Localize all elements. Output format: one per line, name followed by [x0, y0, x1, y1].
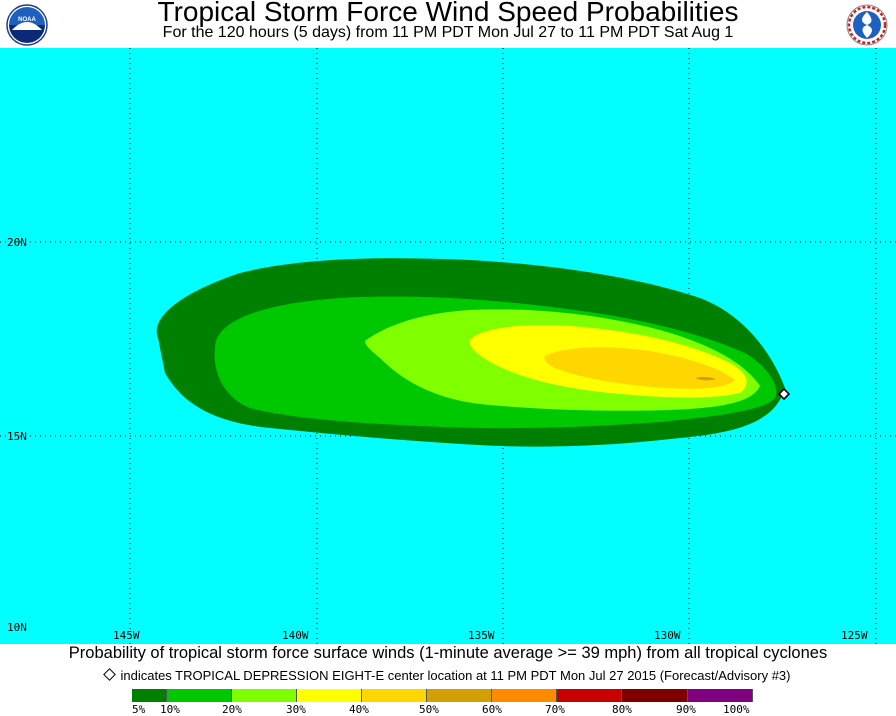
header: NOAA Tropical Storm Force Wind Speed Pro…	[0, 0, 896, 48]
legend-swatch	[622, 689, 688, 702]
legend-label: 40%	[349, 703, 369, 716]
legend-label: 80%	[612, 703, 632, 716]
legend-swatch	[297, 689, 362, 702]
legend-label: 50%	[419, 703, 439, 716]
map-canvas: 20N 15N 10N 145W 140W 135W 130W 125W	[0, 48, 896, 644]
legend-label: 5%	[132, 703, 146, 716]
storm-marker-icon	[103, 668, 117, 681]
contour-50-percent-sliver	[695, 376, 716, 381]
legend-label: 100%	[723, 703, 750, 716]
storm-note: indicates TROPICAL DEPRESSION EIGHT-E ce…	[0, 668, 896, 683]
lon-labels: 145W 140W 135W 130W 125W	[113, 629, 868, 642]
contour-40-percent	[544, 347, 735, 389]
legend-label: 60%	[482, 703, 502, 716]
lat-label-10n: 10N	[7, 621, 27, 634]
lon-label-125w: 125W	[841, 629, 868, 642]
legend-label: 30%	[286, 703, 306, 716]
map-title: Tropical Storm Force Wind Speed Probabil…	[157, 0, 739, 27]
lat-label-15n: 15N	[7, 430, 27, 443]
noaa-logo: NOAA	[6, 4, 48, 46]
lat-label-20n: 20N	[7, 236, 27, 249]
legend-label: 20%	[222, 703, 242, 716]
legend-label: 10%	[160, 703, 180, 716]
legend-swatch	[688, 689, 753, 702]
legend-swatch	[427, 689, 492, 702]
nws-logo	[846, 4, 888, 46]
lon-label-145w: 145W	[113, 629, 140, 642]
legend-label: 70%	[545, 703, 565, 716]
map-area: 20N 15N 10N 145W 140W 135W 130W 125W	[0, 48, 896, 644]
storm-note-text: indicates TROPICAL DEPRESSION EIGHT-E ce…	[120, 668, 791, 683]
map-caption: Probability of tropical storm force surf…	[68, 644, 828, 662]
storm-center-marker	[777, 387, 791, 401]
lon-label-130w: 130W	[654, 629, 681, 642]
legend-swatch	[232, 689, 297, 702]
probability-legend	[132, 689, 753, 702]
legend-label: 90%	[676, 703, 696, 716]
svg-text:NOAA: NOAA	[18, 17, 36, 23]
legend-swatch	[362, 689, 427, 702]
lat-labels: 20N 15N 10N	[7, 236, 27, 634]
lon-label-140w: 140W	[282, 629, 309, 642]
legend-swatch	[492, 689, 557, 702]
lon-label-135w: 135W	[468, 629, 495, 642]
map-subtitle: For the 120 hours (5 days) from 11 PM PD…	[162, 24, 734, 41]
legend-swatch	[167, 689, 232, 702]
legend-swatch	[132, 689, 167, 702]
probability-legend-labels: 5% 10% 20% 30% 40% 50% 60% 70% 80% 90% 100%	[0, 703, 896, 716]
legend-swatch	[557, 689, 622, 702]
